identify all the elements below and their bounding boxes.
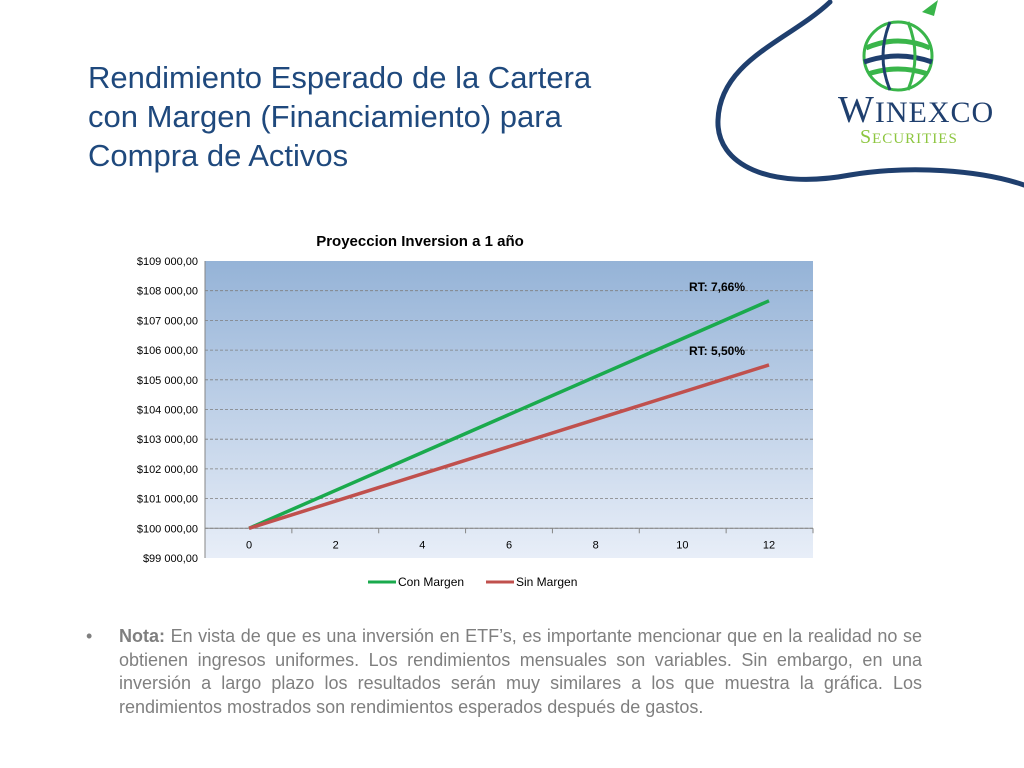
y-tick-label: $108 000,00 [137,286,198,298]
logo-name-rest: INEXCO [875,96,994,129]
annotations: RT: 7,66% RT: 5,50% [689,280,745,358]
x-tick-label: 10 [676,539,688,551]
y-tick-label: $107 000,00 [137,315,198,327]
logo-name: WINEXCO [838,89,994,131]
y-axis-ticks: $99 000,00 $100 000,00 $101 000,00 $102 000… [137,256,198,565]
y-tick-label: $106 000,00 [137,345,198,357]
logo-subtitle-rest: ECURITIES [872,131,958,147]
note-bullet: • [86,626,93,646]
legend: Con Margen Sin Margen [368,575,577,589]
y-tick-label: $100 000,00 [137,523,198,535]
x-tick-label: 12 [763,539,775,551]
y-tick-label: $104 000,00 [137,405,198,417]
series-line-con-margen [248,299,770,530]
series-lines [248,299,770,530]
y-tick-label: $105 000,00 [137,375,198,387]
legend-label: Con Margen [398,575,464,589]
y-tick-label: $103 000,00 [137,434,198,446]
x-tick-label: 6 [506,539,512,551]
legend-label: Sin Margen [516,575,577,589]
note-label: Nota: [119,626,165,646]
series-line-sin-margen [248,363,770,530]
slide-title-line-2: con Margen (Financiamiento) para [88,99,562,134]
x-tick-label: 8 [593,539,599,551]
logo-swoosh [715,0,1024,188]
x-tick-label: 0 [246,539,252,551]
note-body: En vista de que es una inversión en ETF’… [119,626,922,717]
data-label: RT: 5,50% [689,344,745,358]
logo-subtitle: SECURITIES [860,126,958,148]
winexco-logo: WINEXCO SECURITIES [715,0,1024,188]
x-tick-label: 4 [419,539,425,551]
slide-title: Rendimiento Esperado de la Cartera con M… [88,58,688,175]
data-label: RT: 7,66% [689,280,745,294]
y-tick-label: $102 000,00 [137,464,198,476]
globe-icon [862,0,938,92]
logo-subtitle-initial: S [860,126,872,148]
slide-title-line-3: Compra de Activos [88,138,349,173]
note-text-block: Nota: En vista de que es una inversión e… [119,625,922,719]
x-tick-label: 2 [333,539,339,551]
slide-title-line-1: Rendimiento Esperado de la Cartera [88,60,592,95]
grid-lines [204,261,813,558]
projection-chart: Proyeccion Inversion a 1 año $99 000,00$… [137,233,814,589]
chart-title: Proyeccion Inversion a 1 año [316,233,524,250]
logo-name-initial: W [838,89,875,131]
note-paragraph: • Nota: En vista de que es una inversión… [86,625,922,719]
y-tick-label: $101 000,00 [137,494,198,506]
y-tick-label: $99 000,00 [143,553,198,565]
y-tick-label: $109 000,00 [137,256,198,268]
x-axis-ticks: 0 2 4 6 8 10 12 [204,528,814,551]
